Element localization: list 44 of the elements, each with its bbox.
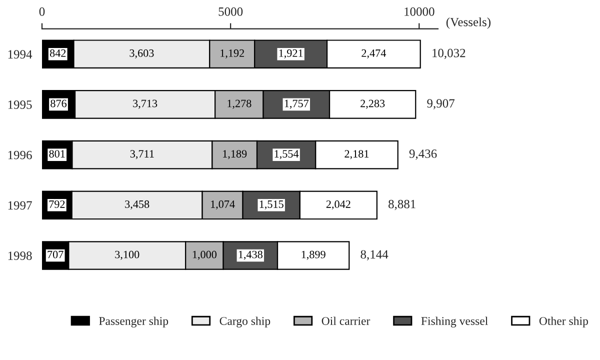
data-label: 842 bbox=[50, 49, 66, 57]
y-tick-label: 1997 bbox=[8, 201, 32, 210]
x-tick-label: 10000 bbox=[404, 7, 434, 16]
total-label: 10,032 bbox=[432, 48, 466, 60]
data-label: 1,000 bbox=[192, 250, 217, 260]
data-label: 2,283 bbox=[360, 100, 385, 109]
x-tick-label: 5000 bbox=[218, 7, 243, 16]
data-label: 3,458 bbox=[125, 200, 150, 210]
x-tick-label: 0 bbox=[39, 7, 45, 16]
data-label: 2,042 bbox=[326, 200, 350, 210]
legend-label: Fishing vessel bbox=[421, 316, 488, 328]
data-label: 3,603 bbox=[130, 49, 154, 58]
data-label: 1,515 bbox=[260, 200, 284, 210]
total-label: 9,907 bbox=[427, 99, 455, 110]
data-label: 1,278 bbox=[228, 100, 252, 109]
data-label: 1,438 bbox=[238, 250, 262, 260]
y-tick-label: 1998 bbox=[8, 252, 32, 260]
total-label: 9,436 bbox=[409, 150, 437, 160]
data-label: 2,474 bbox=[362, 49, 386, 58]
data-label: 1,899 bbox=[302, 250, 326, 260]
data-label: 792 bbox=[49, 200, 65, 208]
data-label: 1,074 bbox=[211, 200, 235, 210]
data-label: 2,181 bbox=[344, 150, 369, 160]
y-tick-label: 1994 bbox=[8, 50, 32, 59]
data-label: 876 bbox=[50, 100, 67, 108]
data-label: 801 bbox=[49, 150, 65, 158]
total-label: 8,881 bbox=[388, 200, 416, 210]
x-axis-title: (Vessels) bbox=[446, 17, 490, 29]
data-label: 1,189 bbox=[223, 150, 247, 160]
data-label: 1,921 bbox=[279, 49, 303, 58]
legend-label: Cargo ship bbox=[220, 316, 270, 328]
data-label: 707 bbox=[48, 250, 64, 258]
data-label: 3,711 bbox=[130, 150, 154, 160]
data-label: 3,100 bbox=[115, 250, 140, 260]
y-tick-label: 1996 bbox=[8, 150, 32, 160]
legend-label: Other ship bbox=[539, 316, 588, 328]
total-label: 8,144 bbox=[360, 250, 388, 260]
data-label: 1,192 bbox=[220, 49, 244, 58]
data-label: 1,757 bbox=[284, 100, 309, 109]
legend-label: Passenger ship bbox=[99, 316, 168, 328]
y-tick-label: 1995 bbox=[8, 100, 32, 109]
data-label: 1,554 bbox=[274, 150, 299, 160]
legend-label: Oil carrier bbox=[322, 316, 370, 326]
data-label: 3,713 bbox=[133, 100, 158, 109]
